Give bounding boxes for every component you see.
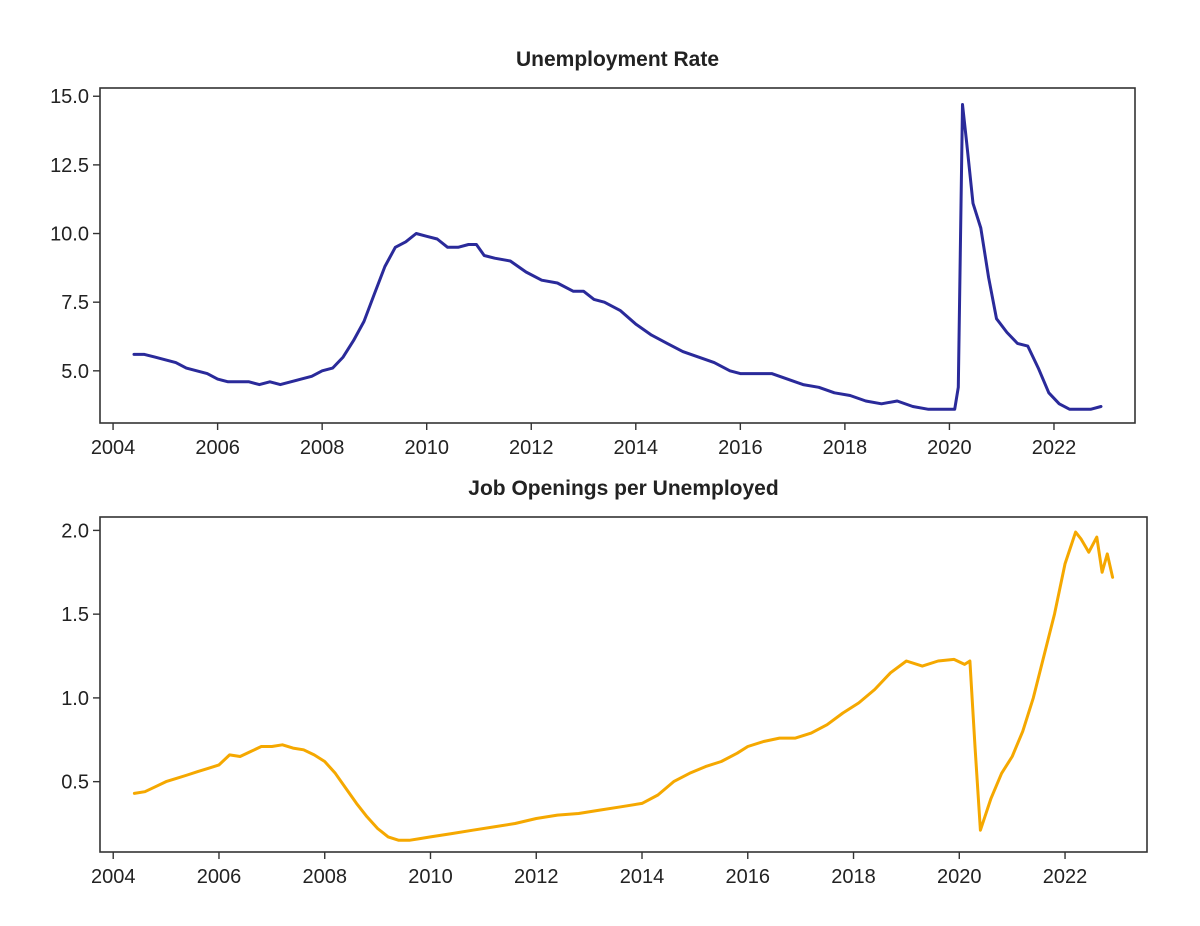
x-tick-label: 2004	[91, 437, 136, 459]
x-tick-label: 2010	[404, 437, 449, 459]
plot-frame	[99, 87, 1136, 424]
x-tick-label: 2020	[927, 437, 972, 459]
x-tick-label: 2008	[300, 437, 345, 459]
y-tick-label: 1.5	[61, 604, 89, 626]
x-tick-label: 2012	[514, 866, 559, 888]
y-tick-label: 10.0	[50, 224, 89, 246]
x-tick-label: 2008	[302, 866, 347, 888]
chart-panel-2: Job Openings per Unemployed 0.5 1.0 1.5 2.0 2…	[61, 477, 1148, 888]
x-tick-label: 2022	[1043, 866, 1088, 888]
y-tick-label: 1.0	[61, 688, 89, 710]
y-tick-label: 15.0	[50, 86, 89, 108]
x-tick-label: 2022	[1032, 437, 1077, 459]
x-tick-label: 2012	[509, 437, 554, 459]
x-tick-label: 2020	[937, 866, 982, 888]
x-tick-label: 2006	[195, 437, 240, 459]
x-tick-label: 2018	[823, 437, 868, 459]
x-tick-label: 2014	[614, 437, 659, 459]
chart-title: Unemployment Rate	[516, 48, 719, 71]
y-tick-label: 0.5	[61, 772, 89, 794]
y-tick-label: 12.5	[50, 155, 89, 177]
x-tick-label: 2018	[831, 866, 876, 888]
x-tick-label: 2014	[620, 866, 665, 888]
x-tick-label: 2004	[91, 866, 136, 888]
y-tick-label: 5.0	[61, 361, 89, 383]
chart-title: Job Openings per Unemployed	[468, 477, 778, 500]
series-line	[132, 530, 1115, 842]
x-tick-label: 2016	[718, 437, 763, 459]
x-tick-label: 2016	[726, 866, 771, 888]
series-line	[132, 103, 1103, 411]
chart-panel-1: Unemployment Rate 5.0 7.5 10.0 12.5 15.0 2004 2…	[50, 48, 1136, 459]
y-tick-label: 2.0	[61, 520, 89, 542]
x-tick-label: 2010	[408, 866, 453, 888]
x-tick-label: 2006	[197, 866, 242, 888]
y-tick-label: 7.5	[61, 292, 89, 314]
